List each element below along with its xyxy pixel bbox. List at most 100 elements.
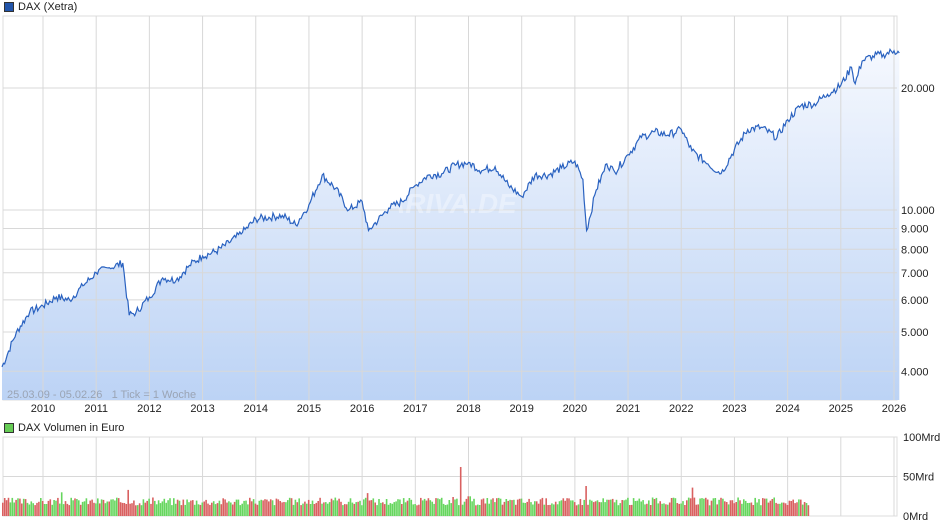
volume-bar: [801, 504, 804, 516]
volume-bar: [2, 502, 4, 516]
volume-bar: [553, 504, 555, 516]
volume-bar: [414, 504, 416, 516]
y-tick-label: 6.000: [901, 295, 929, 307]
volume-bar: [59, 503, 61, 516]
y-tick-label: 9.000: [901, 224, 929, 236]
volume-bar: [218, 500, 221, 516]
volume-bar: [543, 504, 546, 516]
volume-bar: [570, 500, 572, 516]
volume-bar: [311, 500, 314, 516]
volume-bar: [32, 503, 34, 516]
volume-bar: [767, 502, 770, 516]
volume-bar: [463, 501, 466, 516]
y-tick-label: 20.000: [901, 83, 935, 95]
volume-bar: [699, 498, 701, 516]
volume-bar: [554, 501, 557, 516]
volume-bar: [83, 501, 86, 516]
volume-bar: [431, 501, 433, 516]
volume-bar: [729, 500, 732, 516]
volume-bar: [5, 500, 8, 516]
volume-bar: [45, 504, 48, 516]
volume-bar: [21, 503, 23, 516]
volume-bar: [461, 504, 464, 516]
volume-bar: [231, 504, 234, 516]
volume-bar: [338, 498, 340, 516]
volume-bar: [163, 498, 166, 516]
volume-bar: [705, 497, 707, 516]
volume-bar: [606, 499, 608, 516]
volume-bar: [100, 499, 103, 516]
volume-bar: [330, 498, 333, 516]
volume-bar: [608, 499, 610, 516]
volume-bar: [294, 499, 297, 516]
volume-bar: [625, 499, 627, 516]
volume-bar: [9, 502, 12, 516]
volume-bar: [568, 498, 570, 516]
volume-bar: [93, 502, 95, 516]
volume-bar: [252, 499, 255, 516]
volume-bar: [630, 504, 633, 516]
x-tick-label: 2011: [84, 403, 108, 415]
volume-bar: [62, 504, 65, 516]
volume-bar: [763, 498, 766, 516]
volume-bar: [121, 502, 124, 516]
volume-bar: [509, 499, 511, 516]
volume-bar: [336, 500, 338, 516]
volume-bar: [724, 501, 726, 516]
volume-bar: [602, 498, 604, 516]
volume-bar: [471, 501, 473, 516]
volume-bar: [205, 499, 207, 516]
volume-bar: [258, 500, 261, 516]
volume-bar: [144, 502, 147, 516]
x-tick-label: 2010: [31, 403, 55, 415]
volume-bar: [454, 499, 456, 516]
volume-bar: [102, 499, 105, 516]
x-tick-label: 2025: [829, 403, 853, 415]
volume-bar: [610, 499, 612, 516]
volume-bar: [765, 498, 768, 516]
volume-bar: [237, 499, 240, 516]
volume-bar: [537, 503, 540, 516]
volume-bar: [545, 498, 547, 516]
volume-bar: [214, 504, 217, 516]
volume-bar: [594, 501, 597, 516]
volume-bar: [387, 504, 390, 516]
volume-bar: [556, 504, 559, 516]
volume-bar: [315, 502, 318, 516]
volume-bar: [668, 502, 671, 516]
volume-bar: [478, 505, 481, 516]
volume-bar: [66, 503, 69, 516]
volume-bar: [334, 497, 337, 516]
volume-bar: [505, 499, 508, 516]
volume-bar: [302, 503, 304, 516]
volume-bar: [167, 500, 169, 516]
volume-bar: [370, 500, 373, 516]
volume-bar: [629, 505, 631, 516]
volume-bar: [266, 499, 268, 516]
volume-bar: [435, 498, 437, 516]
volume-bar: [703, 498, 705, 516]
volume-bar: [691, 487, 694, 516]
volume-bars: [2, 467, 810, 517]
volume-bar: [492, 498, 494, 516]
volume-bar: [212, 501, 215, 516]
volume-bar: [613, 502, 616, 516]
volume-bar: [216, 503, 219, 516]
volume-bar: [439, 499, 441, 516]
volume-bar: [689, 498, 692, 516]
volume-bar: [17, 498, 19, 516]
volume-bar: [148, 498, 150, 516]
volume-bar: [644, 504, 646, 516]
volume-bar: [98, 503, 101, 516]
volume-bar: [674, 498, 677, 516]
volume-bar: [497, 497, 500, 516]
volume-bar: [300, 505, 302, 516]
volume-bar: [262, 500, 264, 516]
volume-bar: [135, 505, 137, 516]
volume-bar: [562, 498, 565, 516]
volume-bar: [720, 497, 722, 516]
volume-bar: [465, 498, 468, 516]
volume-bar: [342, 505, 344, 516]
volume-bar: [275, 498, 278, 516]
